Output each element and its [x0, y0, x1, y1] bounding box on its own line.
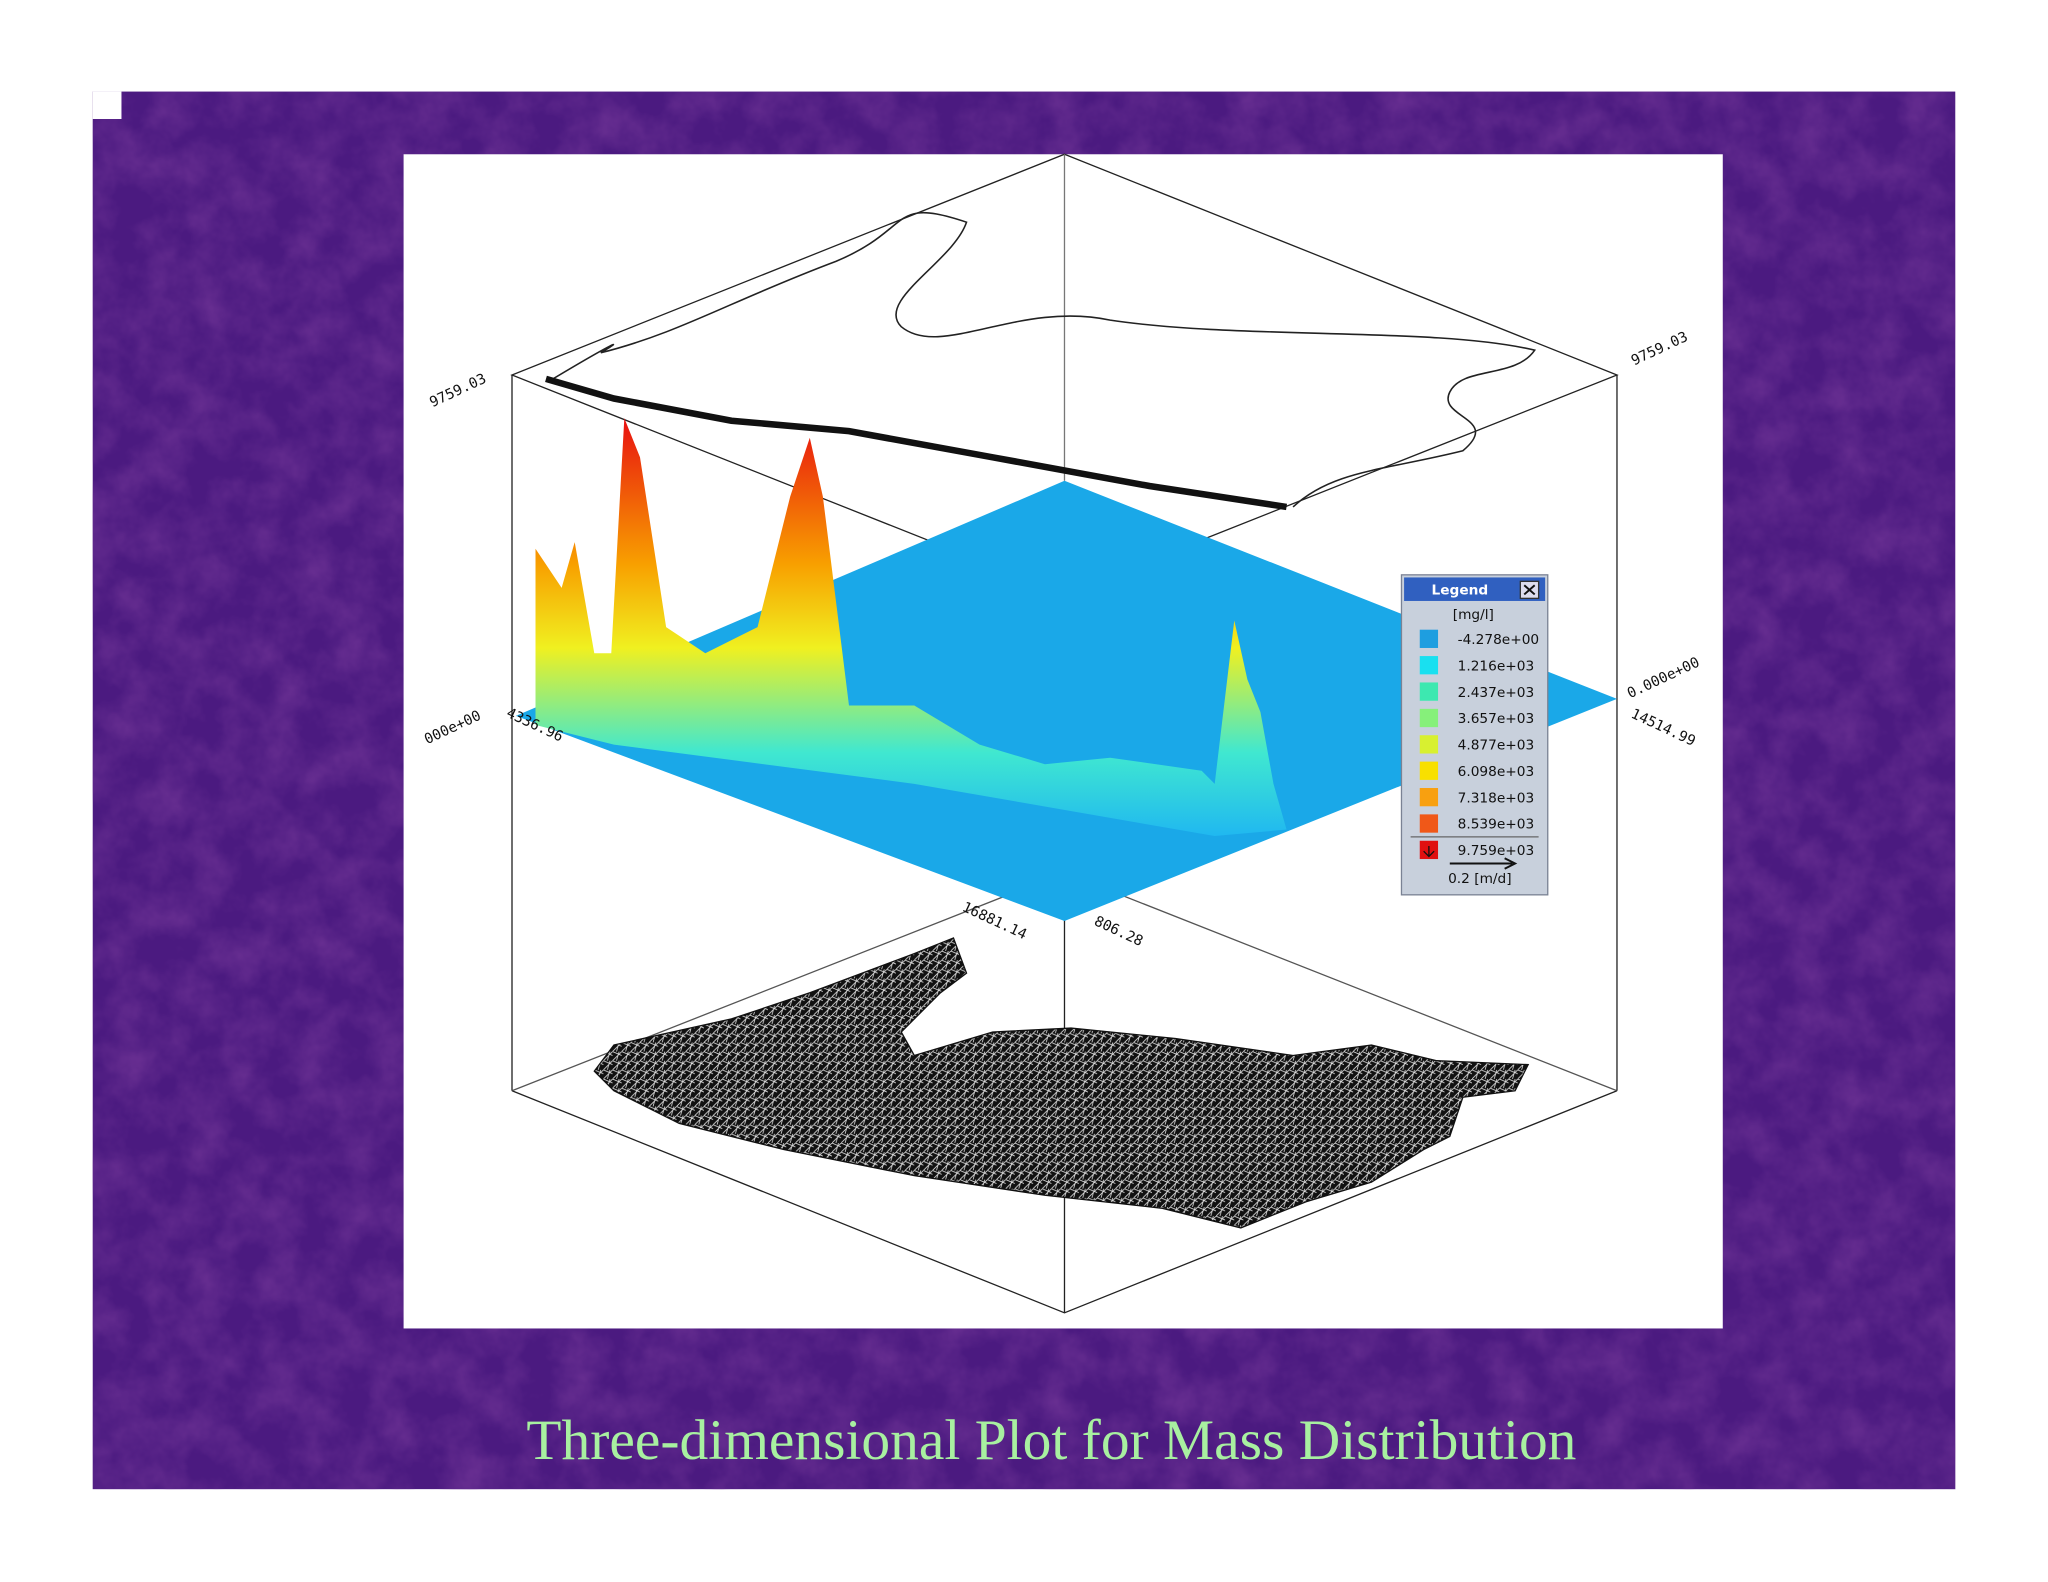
- vector-arrow: [1449, 857, 1518, 870]
- legend-label: 2.437e+03: [1458, 685, 1535, 701]
- legend-title: Legend: [1432, 582, 1489, 598]
- vector-label: 0.2 [m/d]: [1448, 871, 1512, 887]
- box-frame: [510, 153, 1619, 1314]
- bottom-mesh: [593, 937, 1530, 1229]
- concentration-plane: [515, 480, 1617, 921]
- legend-label: 9.759e+03: [1458, 843, 1535, 859]
- legend-label: -4.278e+00: [1458, 632, 1540, 648]
- legend-swatch: [1419, 735, 1439, 754]
- legend-unit: [mg/l]: [1453, 607, 1494, 623]
- legend-label: 3.657e+03: [1458, 711, 1535, 727]
- legend-swatch: [1419, 656, 1439, 675]
- legend-arrow-icon: [1423, 845, 1435, 858]
- legend-window: Legend [mg/l] -4.278e+00 1.216e+03 2.437e+…: [1400, 574, 1549, 896]
- legend-swatch: [1419, 682, 1439, 701]
- corner-notch: [92, 91, 122, 119]
- legend-label: 7.318e+03: [1458, 790, 1535, 806]
- legend-label: 8.539e+03: [1458, 817, 1535, 833]
- legend-swatch: [1419, 708, 1439, 728]
- caption: Three-dimensional Plot for Mass Distribu…: [526, 1409, 1576, 1472]
- top-contour: [545, 375, 1288, 511]
- close-icon: [1523, 584, 1536, 596]
- legend-titlebar: [1404, 577, 1546, 601]
- legend-swatch: [1419, 629, 1439, 648]
- legend-label: 1.216e+03: [1458, 658, 1535, 674]
- legend-rows: -4.278e+00 1.216e+03 2.437e+03 3.657e+03 4.8…: [1410, 629, 1540, 859]
- mass-peaks: [535, 418, 1287, 837]
- top-outline: [548, 211, 1536, 508]
- legend-swatch: [1419, 761, 1439, 780]
- legend-label: 6.098e+03: [1458, 764, 1535, 780]
- legend-swatch: [1419, 787, 1439, 807]
- legend-label: 4.877e+03: [1458, 738, 1535, 754]
- legend-swatch: [1419, 814, 1439, 833]
